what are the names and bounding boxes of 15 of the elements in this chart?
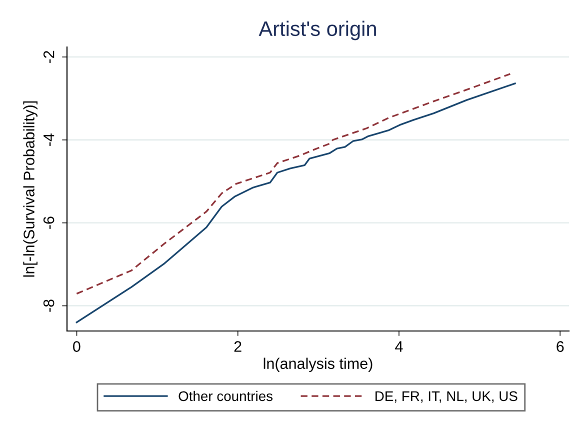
legend-label: Other countries <box>178 390 273 402</box>
line-series <box>76 73 512 295</box>
x-axis-title: ln(analysis time) <box>264 358 372 372</box>
legend-label: DE, FR, IT, NL, UK, US <box>376 391 518 403</box>
y-tick-label: -2 <box>43 50 54 64</box>
x-tick-label: 0 <box>73 341 80 352</box>
y-axis-title: ln[-ln(Survival Probability)] <box>23 101 38 277</box>
x-tick-label: 4 <box>395 341 403 352</box>
y-tick-label: -8 <box>43 300 54 312</box>
x-tick-label: 6 <box>556 341 564 352</box>
y-tick-label: -6 <box>43 216 54 229</box>
chart-title: Artist's origin <box>258 20 376 40</box>
y-tick-label: -4 <box>44 134 54 146</box>
line-series <box>76 82 516 324</box>
x-tick-label: 2 <box>234 341 242 352</box>
